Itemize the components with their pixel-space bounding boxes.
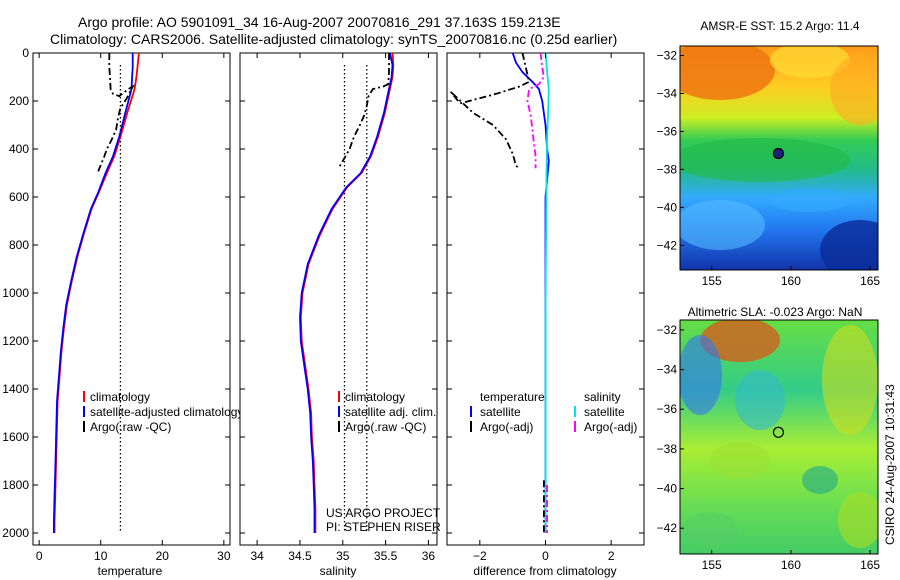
map-y-tick-label: −32: [657, 323, 678, 337]
map-y-tick-label: −36: [657, 124, 678, 138]
project-line2: PI: STEPHEN RISER: [326, 520, 441, 534]
difference-x-label: difference from climatology: [473, 564, 616, 578]
map-y-tick-label: −38: [657, 442, 678, 456]
salinity-panel: 34 34.5 35 35.5 36 salinity climatology sate…: [239, 52, 441, 578]
y-tick-label: 200: [9, 94, 29, 108]
legend-satellite-label: satellite-adjusted climatology: [90, 405, 243, 419]
legend-salinity-title: salinity: [584, 390, 621, 404]
salinity-legend: climatology satellite adj. clim. Argo(.r…: [338, 390, 436, 434]
sst-map-frame: [679, 45, 879, 271]
y-tick-label: 0: [22, 46, 29, 60]
side-timestamp-label: CSIRO 24-Aug-2007 10:31:43: [883, 384, 897, 545]
map-y-tick-label: −34: [657, 86, 678, 100]
map-x-tick-label: 155: [702, 558, 722, 572]
salinity-x-label: salinity: [320, 564, 357, 578]
salinity-x-ticks: 34 34.5 35 35.5 36: [240, 52, 437, 563]
legend-sal-sat-label: satellite: [584, 405, 625, 419]
sla-map-title: Altimetric SLA: -0.023 Argo: NaN: [688, 305, 863, 319]
difference-panel: −2 0 2 difference from climatology tempera…: [446, 52, 645, 578]
sla-map-y-ticks: −32 −34 −36 −38 −40 −42: [657, 323, 684, 535]
x-tick-label: −2: [473, 549, 487, 563]
x-tick-label: 36: [422, 549, 436, 563]
legend-temp-sat-label: satellite: [480, 405, 521, 419]
y-tick-label: 800: [9, 238, 29, 252]
legend-sal-climatology-label: climatology: [345, 390, 405, 404]
series-line-satellite-adj-clim-: [299, 52, 394, 533]
y-tick-label: 1200: [2, 334, 29, 348]
x-tick-label: 2: [608, 549, 615, 563]
x-tick-label: 0: [36, 549, 43, 563]
map-x-tick-label: 160: [781, 558, 801, 572]
sst-map-panel: AMSR-E SST: 15.2 Argo: 11.4 155 160 165 −3…: [657, 19, 881, 288]
sla-map-panel: Altimetric SLA: -0.023 Argo: NaN 155 160 1…: [657, 305, 881, 572]
project-line1: US ARGO PROJECT: [326, 506, 441, 520]
map-y-tick-label: −36: [657, 402, 678, 416]
map-x-tick-label: 165: [860, 558, 880, 572]
temperature-axes-box: [32, 52, 231, 546]
y-tick-label: 600: [9, 190, 29, 204]
legend-sal-satellite-label: satellite adj. clim.: [345, 405, 436, 419]
map-y-tick-label: −40: [657, 482, 678, 496]
y-tick-label: 2000: [2, 526, 29, 540]
difference-x-ticks: −2 0 2: [447, 52, 644, 563]
x-tick-label: 35: [336, 549, 350, 563]
legend-climatology-label: climatology: [90, 390, 150, 404]
x-tick-label: 0: [542, 549, 549, 563]
legend-sal-argo-label: Argo(-adj): [584, 420, 637, 434]
y-tick-label: 1600: [2, 430, 29, 444]
series-line-salinity-argo-adj-: [526, 52, 545, 169]
map-x-tick-label: 165: [860, 274, 880, 288]
sla-argo-marker: [772, 426, 785, 438]
temperature-x-ticks: 0 10 20 30: [36, 53, 231, 563]
difference-series: [449, 52, 550, 533]
temperature-series: [53, 52, 140, 533]
x-tick-label: 35.5: [374, 549, 398, 563]
y-tick-label: 400: [9, 142, 29, 156]
x-tick-label: 30: [217, 549, 231, 563]
x-tick-label: 34: [250, 549, 264, 563]
series-line-argo-raw-qc-: [337, 53, 390, 169]
map-y-tick-label: −34: [657, 363, 678, 377]
legend-sal-argo-label: Argo(.raw -QC): [345, 420, 426, 434]
salinity-series: [299, 52, 395, 533]
depth-y-ticks: 0 200 400 600 800 1000 1200 1400 1600 1800 2000: [2, 46, 230, 540]
difference-legend: temperature satellite Argo(-adj) salinit…: [470, 390, 637, 434]
map-y-tick-label: −32: [657, 48, 678, 62]
figure-title-line1: Argo profile: AO 5901091_34 16-Aug-2007 …: [78, 14, 561, 30]
map-x-tick-label: 160: [781, 274, 801, 288]
map-x-tick-label: 155: [702, 274, 722, 288]
x-tick-label: 34.5: [288, 549, 312, 563]
map-y-tick-label: −42: [657, 521, 678, 535]
y-tick-label: 1400: [2, 382, 29, 396]
legend-temp-argo-label: Argo(-adj): [480, 420, 533, 434]
sst-map-field: [680, 46, 878, 270]
x-tick-label: 10: [94, 549, 108, 563]
map-y-tick-label: −42: [657, 238, 678, 252]
sst-map-title: AMSR-E SST: 15.2 Argo: 11.4: [700, 19, 860, 33]
salinity-axes-box: [239, 52, 438, 546]
sla-map-field: [680, 320, 878, 554]
temperature-panel: 0 10 20 30 0 200 400 600 800 1000 1200 1400 1600 180…: [2, 46, 243, 578]
temperature-legend: climatology satellite-adjusted climatolo…: [83, 390, 243, 434]
sst-map-y-ticks: −32 −34 −36 −38 −40 −42: [657, 48, 684, 252]
y-tick-label: 1800: [2, 478, 29, 492]
legend-temperature-title: temperature: [480, 390, 545, 404]
temperature-x-label: temperature: [98, 564, 163, 578]
legend-argo-label: Argo(.raw -QC): [90, 420, 171, 434]
y-tick-label: 1000: [2, 286, 29, 300]
map-y-tick-label: −38: [657, 162, 678, 176]
figure-title-line2: Climatology: CARS2006. Satellite-adjuste…: [50, 31, 617, 47]
sla-map-frame: [679, 319, 879, 555]
sst-map-x-ticks: 155 160 165: [702, 266, 880, 288]
sst-argo-marker: [772, 147, 785, 160]
x-tick-label: 20: [156, 549, 170, 563]
series-line-salinity-satellite: [544, 52, 550, 533]
map-y-tick-label: −40: [657, 200, 678, 214]
sla-map-x-ticks: 155 160 165: [702, 550, 880, 572]
series-line-argo-raw-qc-: [96, 53, 135, 174]
series-line-satellite-adjusted-climatology: [53, 53, 134, 533]
